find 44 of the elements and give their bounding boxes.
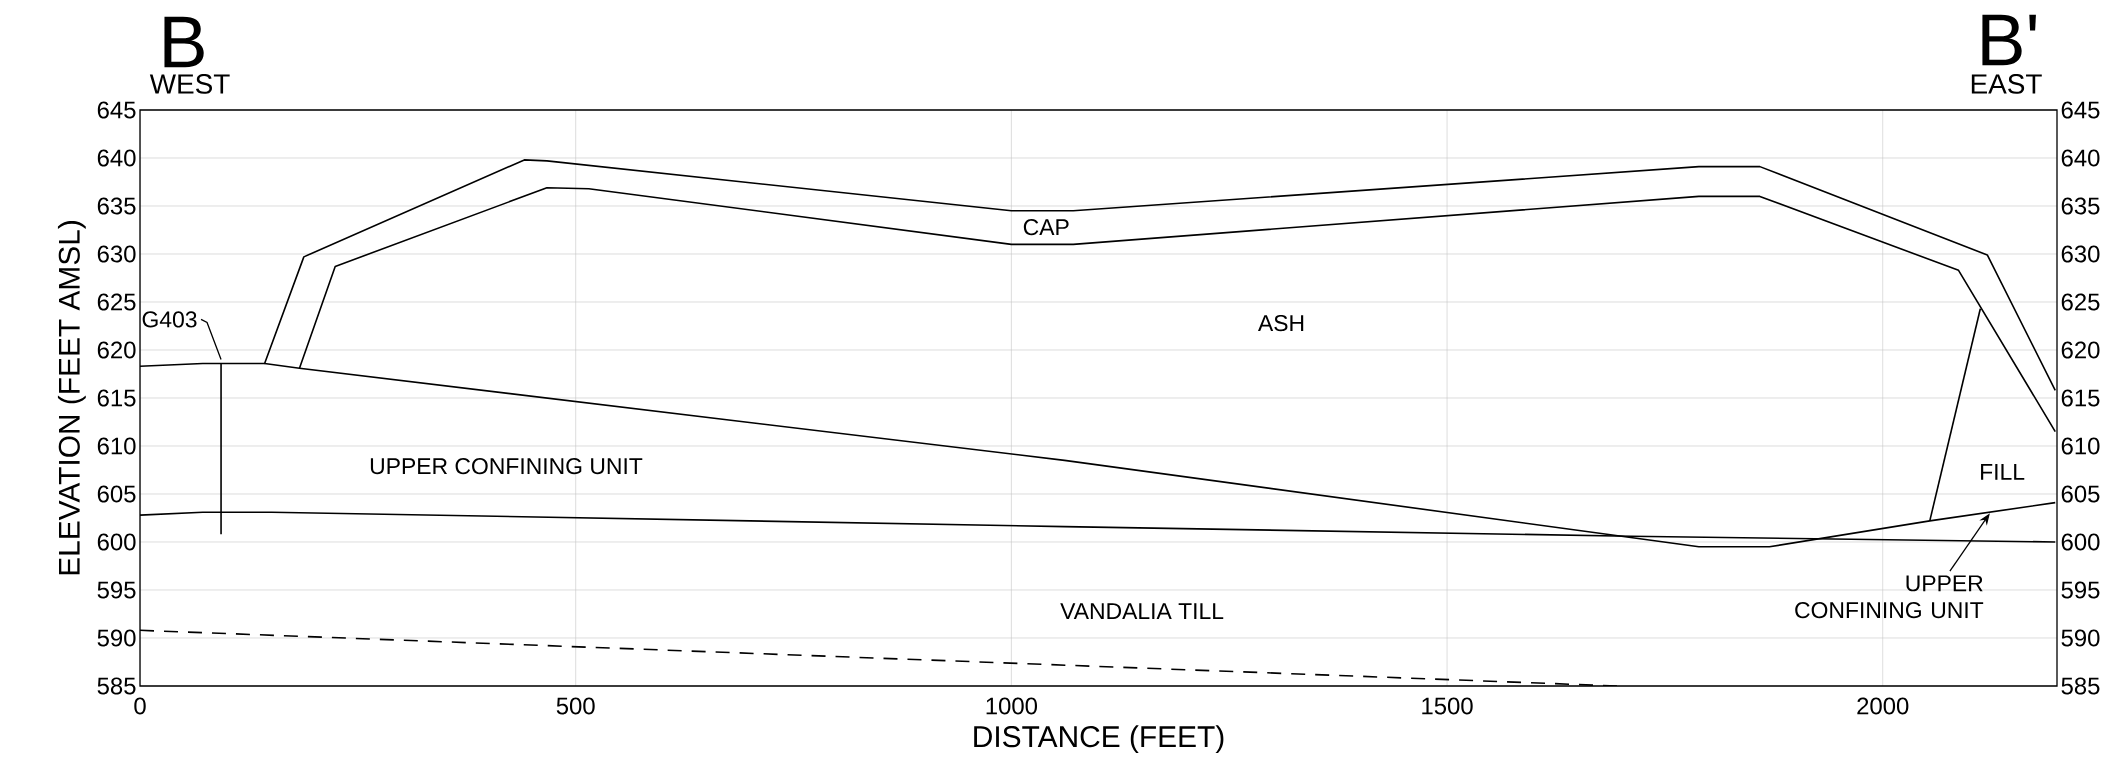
y-tick-label: 610 [97,437,136,455]
x-tick-label: 500 [556,697,595,715]
y2-tick-label: 615 [2061,389,2100,407]
x-tick-label: 0 [134,697,146,715]
y-tick-label: 585 [97,677,136,695]
y2-tick-label: 600 [2061,533,2100,551]
text: WEST [149,74,230,94]
y2-tick-label: 645 [2061,101,2100,119]
y-tick-label: 625 [97,293,136,311]
y-tick-label: 640 [97,149,136,167]
y2-tick-label: 630 [2061,245,2100,263]
annotation: UPPER CONFINING UNIT [1795,575,1984,619]
annotation: FILL [1981,464,2025,480]
text: B [164,16,204,68]
y2-tick-label: 585 [2061,677,2100,695]
text: B' [1982,14,2036,66]
y2-tick-label: 640 [2061,149,2100,167]
y-axis-title: ELEVATION (FEET AMSL) [57,221,86,575]
x-axis-title: DISTANCE (FEET) [974,725,1224,754]
y2-tick-label: 620 [2061,341,2100,359]
x-tick-label: 1500 [1422,697,1473,715]
y-tick-label: 590 [97,629,136,647]
y2-tick-label: 635 [2061,197,2100,215]
y-tick-label: 605 [97,485,136,503]
y2-tick-label: 605 [2061,485,2100,503]
y-tick-label: 600 [97,533,136,551]
y-tick-label: 615 [97,389,136,407]
annotation: VANDALIA TILL [1060,603,1224,619]
annotation: ASH [1257,314,1304,332]
annotation: G403 [142,311,197,328]
text: EAST [1971,74,2042,94]
y-tick-label: 630 [97,245,136,263]
y2-tick-label: 590 [2061,629,2100,647]
y-tick-label: 635 [97,197,136,215]
annotation: CAP [1023,218,1069,236]
y2-tick-label: 595 [2061,581,2100,599]
x-tick-label: 2000 [1857,697,1909,715]
y-tick-label: 595 [97,581,136,599]
y2-tick-label: 610 [2061,437,2100,455]
y2-tick-label: 625 [2061,293,2100,311]
x-tick-label: 1000 [986,697,1038,715]
y-tick-label: 620 [97,341,136,359]
y-tick-label: 645 [97,101,136,119]
annotation: UPPER CONFINING UNIT [370,458,643,475]
